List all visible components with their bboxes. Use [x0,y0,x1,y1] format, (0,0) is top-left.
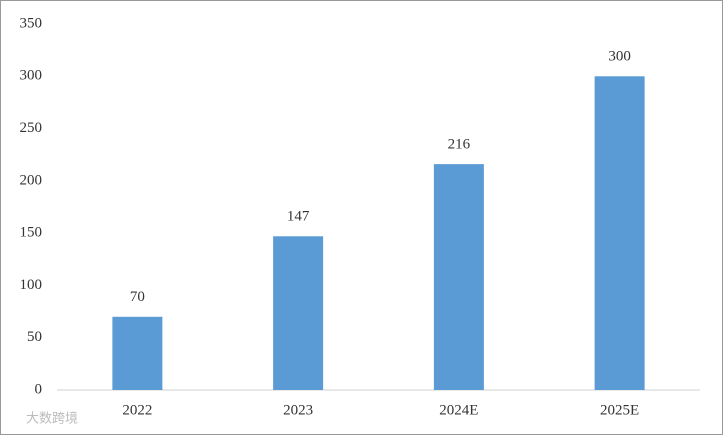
y-tick-label: 0 [35,381,43,397]
y-tick-label: 100 [20,277,43,293]
data-label: 147 [287,209,310,225]
data-label: 70 [130,289,145,305]
bar [433,164,484,390]
x-tick-label: 2025E [600,402,639,418]
x-tick-label: 2022 [122,402,152,418]
data-label: 300 [608,49,631,65]
y-tick-label: 350 [20,15,43,31]
bar [594,76,645,391]
x-tick-label: 2023 [283,402,313,418]
bar [273,236,324,390]
x-tick-label: 2024E [439,402,478,418]
watermark: 大数跨境 [26,412,78,427]
bar [112,316,163,390]
y-tick-label: 200 [20,172,43,188]
y-tick-label: 50 [27,329,42,345]
y-tick-label: 250 [20,120,43,136]
data-label: 216 [448,137,471,153]
y-tick-label: 150 [20,225,43,241]
y-tick-label: 300 [20,68,43,84]
